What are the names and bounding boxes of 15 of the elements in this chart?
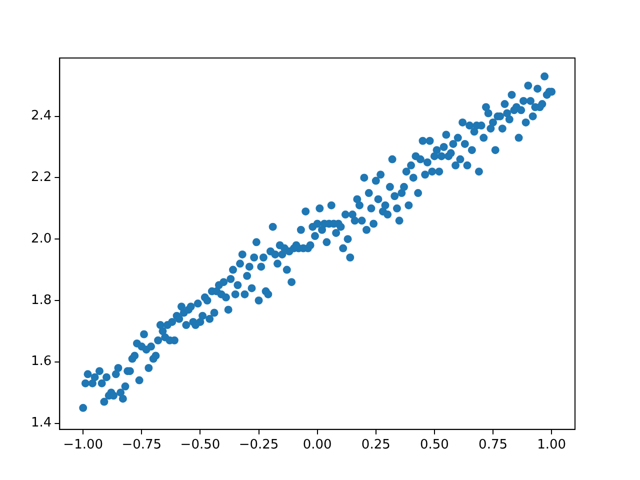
x-tick-label: 1.00: [537, 438, 566, 453]
x-tick-label: 0.25: [361, 438, 390, 453]
y-tick-label: 1.6: [30, 354, 52, 370]
x-tick-label: −1.00: [63, 438, 104, 453]
x-tick-label: 0.50: [420, 438, 449, 453]
y-tick-label: 1.8: [30, 292, 52, 308]
x-tick-label: −0.75: [122, 438, 162, 453]
x-tick-label: −0.50: [180, 438, 220, 453]
x-tick-label: 0.75: [478, 438, 508, 453]
y-tick-label: 1.4: [30, 416, 52, 431]
y-tick-label: 2.4: [30, 108, 52, 124]
y-tick-label: 2.2: [30, 170, 52, 186]
x-tick-label: −0.25: [238, 438, 279, 453]
y-tick-label: 2.0: [30, 231, 52, 246]
x-tick-label: 0.00: [302, 438, 332, 453]
